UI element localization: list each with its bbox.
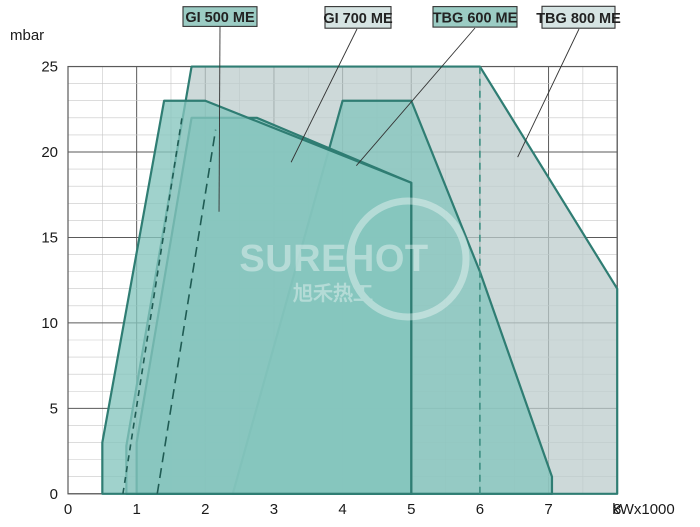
svg-text:旭禾热工: 旭禾热工 — [292, 282, 373, 305]
svg-text:SUREHOT: SUREHOT — [239, 238, 428, 280]
svg-text:GI 500 ME: GI 500 ME — [185, 10, 255, 26]
svg-text:2: 2 — [201, 501, 209, 518]
svg-text:10: 10 — [41, 315, 58, 332]
svg-text:TBG 600 ME: TBG 600 ME — [433, 10, 518, 26]
svg-text:4: 4 — [338, 501, 346, 518]
svg-text:7: 7 — [544, 501, 552, 518]
svg-text:mbar: mbar — [10, 27, 44, 44]
svg-text:0: 0 — [50, 486, 58, 503]
svg-text:5: 5 — [50, 400, 58, 417]
svg-text:3: 3 — [270, 501, 278, 518]
svg-text:kWx1000: kWx1000 — [612, 501, 675, 518]
svg-text:GI 700 ME: GI 700 ME — [323, 11, 393, 27]
svg-text:1: 1 — [132, 501, 140, 518]
svg-text:15: 15 — [41, 229, 58, 246]
svg-text:25: 25 — [41, 59, 58, 76]
svg-text:6: 6 — [476, 501, 484, 518]
svg-text:TBG 800 ME: TBG 800 ME — [536, 11, 621, 27]
svg-text:5: 5 — [407, 501, 415, 518]
svg-text:0: 0 — [64, 501, 72, 518]
svg-text:20: 20 — [41, 144, 58, 161]
